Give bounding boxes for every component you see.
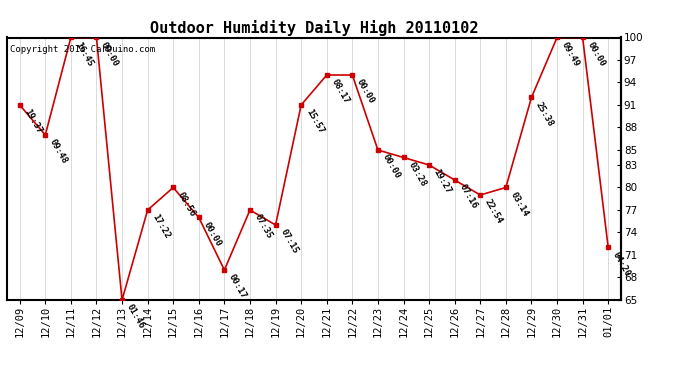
Text: 07:15: 07:15 [278,228,299,255]
Text: 07:16: 07:16 [457,183,479,210]
Text: 04:20: 04:20 [611,250,632,278]
Text: 07:35: 07:35 [253,213,274,240]
Text: 08:17: 08:17 [330,78,351,105]
Text: 03:14: 03:14 [509,190,530,218]
Text: 19:37: 19:37 [23,108,43,135]
Text: 22:54: 22:54 [483,198,504,225]
Text: 15:57: 15:57 [304,108,325,135]
Text: 17:22: 17:22 [150,213,172,240]
Text: 00:00: 00:00 [381,153,402,180]
Text: 03:28: 03:28 [406,160,428,188]
Text: 01:46: 01:46 [125,303,146,330]
Text: 00:00: 00:00 [355,78,376,105]
Text: 09:49: 09:49 [560,40,581,68]
Text: 00:17: 00:17 [227,273,248,300]
Text: 19:27: 19:27 [432,168,453,195]
Text: 08:56: 08:56 [176,190,197,218]
Text: 00:00: 00:00 [585,40,607,68]
Text: Copyright 2011 CarDuino.com: Copyright 2011 CarDuino.com [10,45,155,54]
Text: 16:45: 16:45 [74,40,95,68]
Text: 00:00: 00:00 [201,220,223,248]
Text: 00:00: 00:00 [99,40,121,68]
Text: 25:38: 25:38 [534,100,555,128]
Text: 09:48: 09:48 [48,138,69,165]
Title: Outdoor Humidity Daily High 20110102: Outdoor Humidity Daily High 20110102 [150,20,478,36]
